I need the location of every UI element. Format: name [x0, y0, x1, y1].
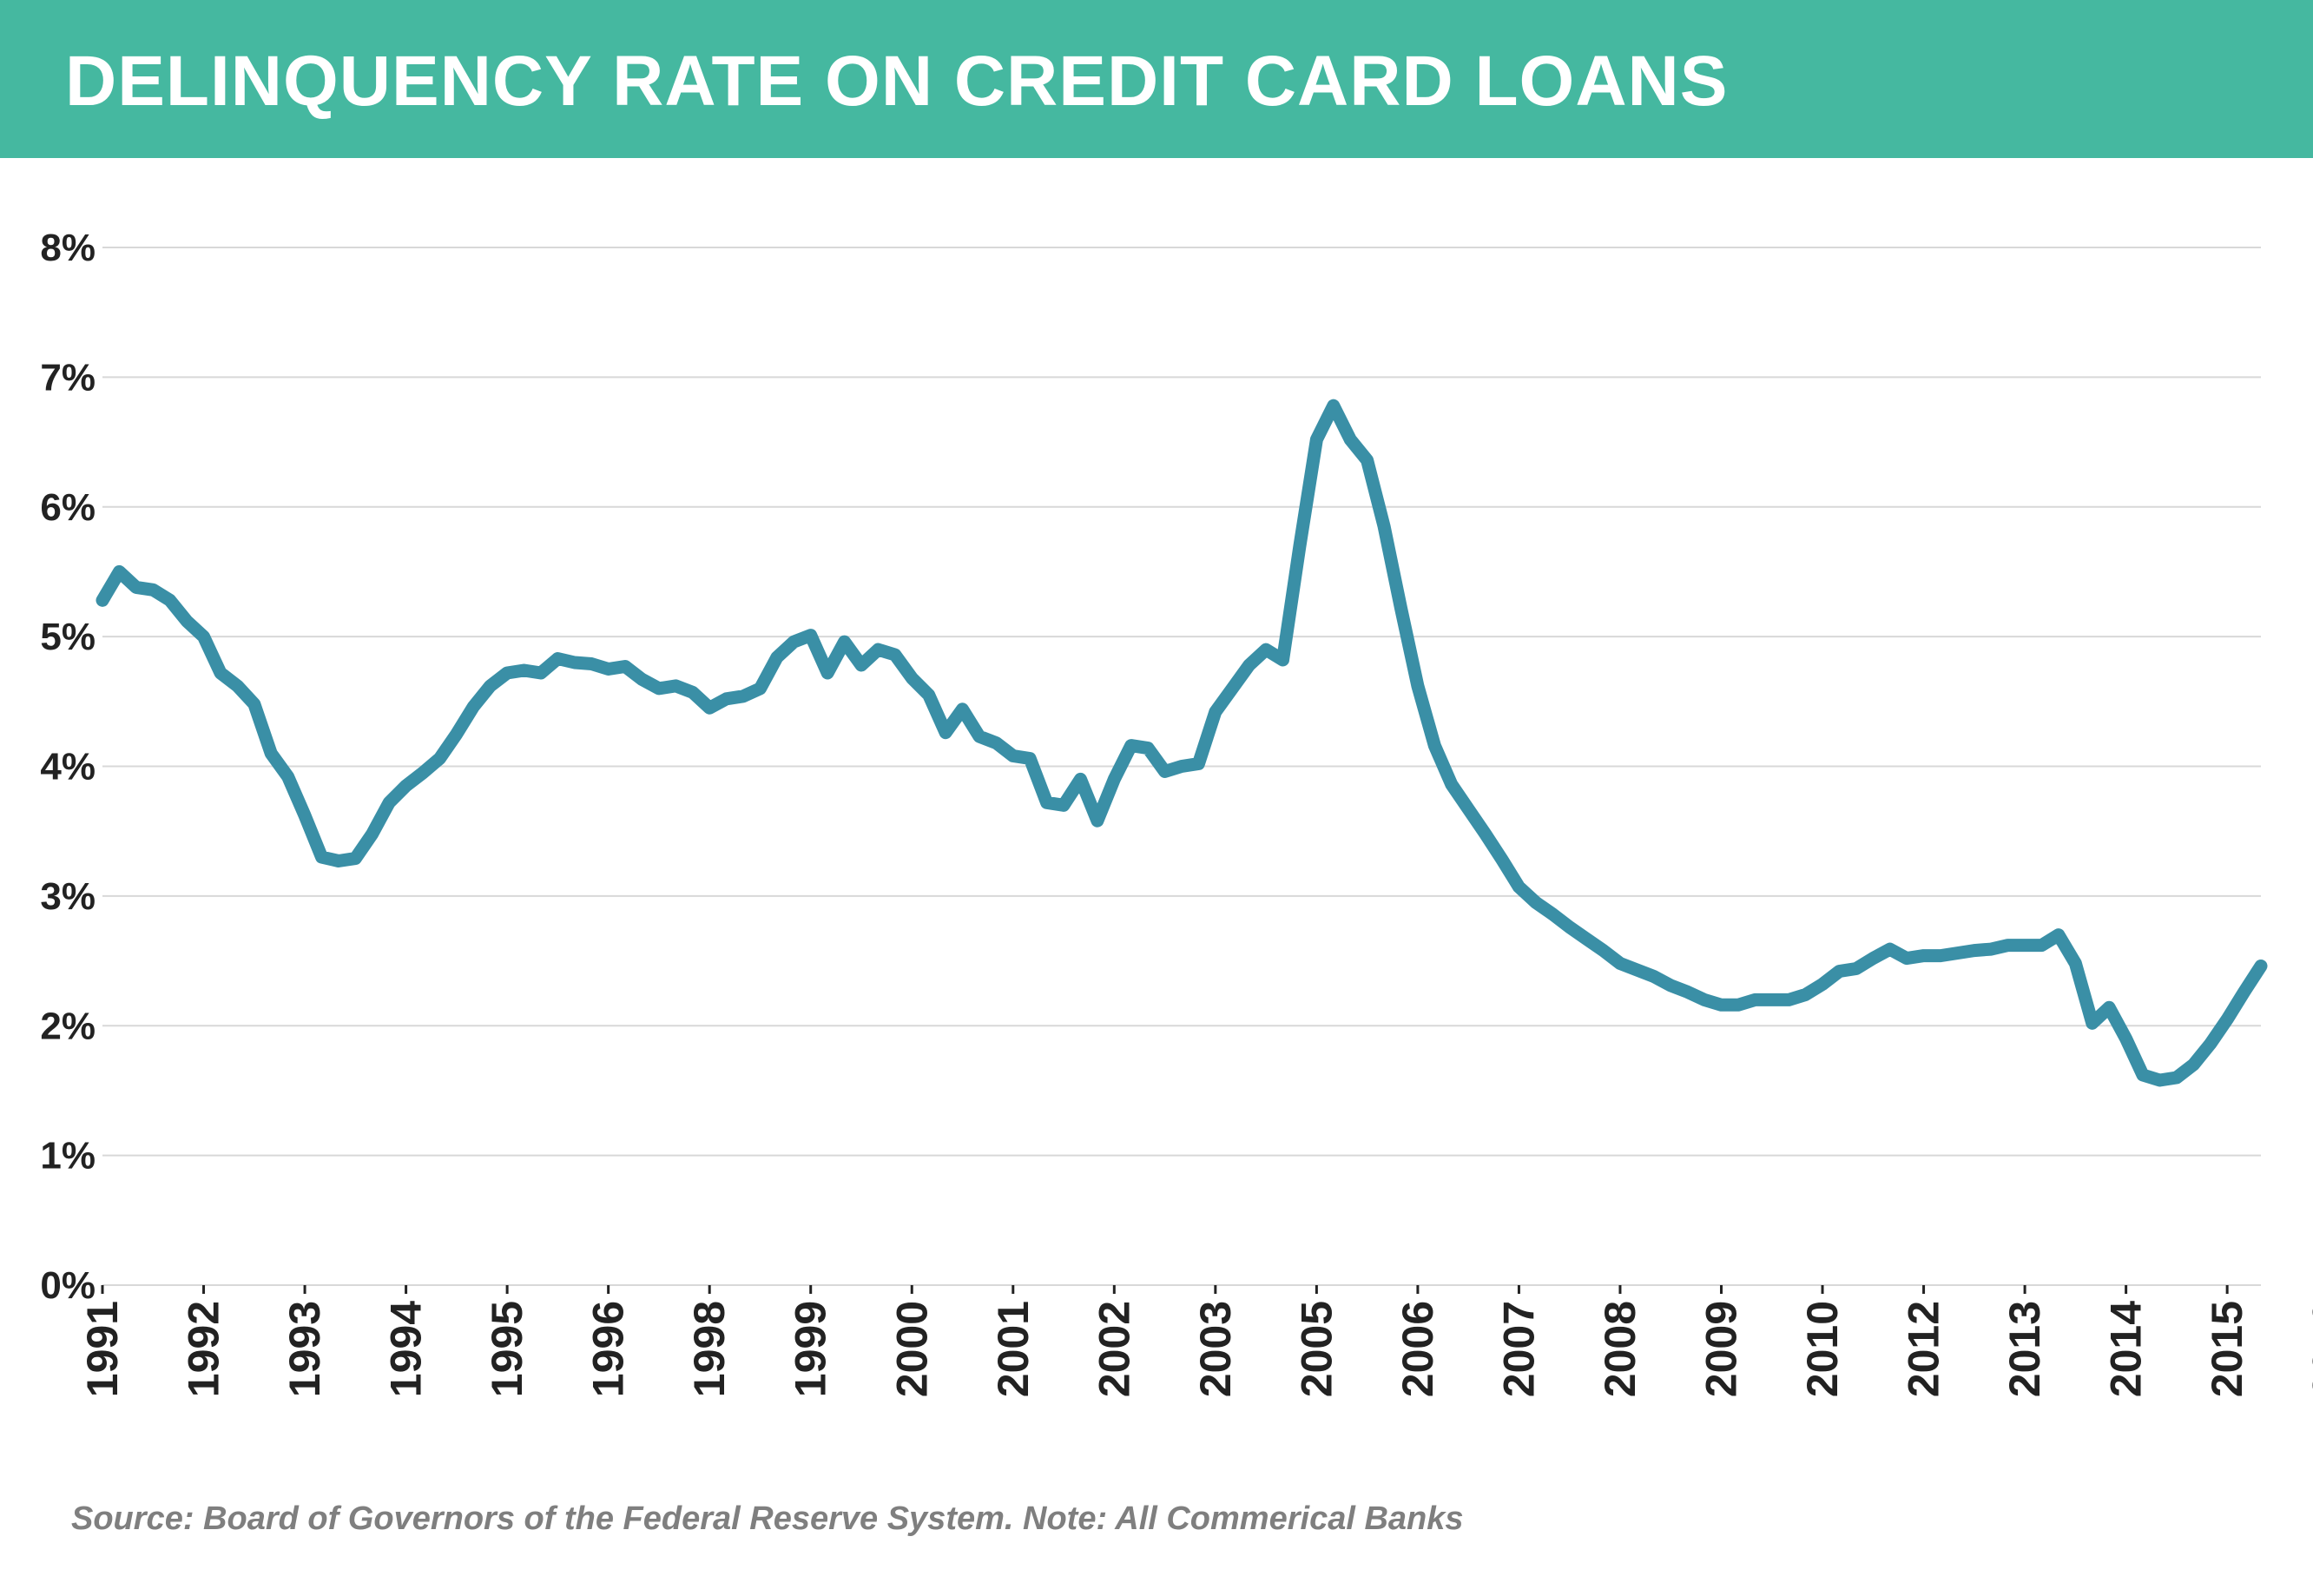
x-tick-label: 2002	[1090, 1301, 1138, 1397]
y-tick-label: 5%	[40, 616, 96, 658]
y-axis-ticks: 0% 1% 2% 3% 4% 5% 6% 7% 8%	[40, 227, 96, 1307]
x-tick-label: 1995	[483, 1301, 531, 1397]
x-tick-label: 1999	[787, 1301, 835, 1397]
x-tick-label: 2012	[1900, 1301, 1948, 1397]
x-tick-label: 2001	[989, 1301, 1038, 1397]
x-tick-label: 2009	[1697, 1301, 1746, 1397]
y-tick-label: 4%	[40, 746, 96, 788]
x-tick-label: 2013	[2000, 1301, 2049, 1397]
x-tick-label: 2003	[1191, 1301, 1240, 1397]
x-tick-label: 2000	[887, 1301, 936, 1397]
x-tick-label: 1994	[382, 1301, 431, 1397]
x-tick-label: 2007	[1494, 1301, 1543, 1397]
x-tick-label: 2005	[1292, 1301, 1341, 1397]
line-chart: 0%1%2%3%4%5%6%7%8% 1991 1992 1993 1994 1995 1…	[40, 227, 2313, 1397]
x-tick-label: 2016	[2304, 1301, 2313, 1397]
y-tick-label: 8%	[40, 227, 96, 269]
x-tick-label: 2014	[2102, 1301, 2151, 1397]
y-tick-label: 7%	[40, 356, 96, 399]
delinquency-rate-line	[96, 399, 2268, 1087]
title-banner: DELINQUENCY RATE ON CREDIT CARD LOANS	[0, 0, 2313, 158]
x-tick-label: 2008	[1596, 1301, 1644, 1397]
x-tick-label: 2010	[1798, 1301, 1847, 1397]
x-tick-label: 1998	[685, 1301, 734, 1397]
y-tick-label: 0%	[40, 1264, 96, 1307]
x-tick-label: 1996	[584, 1301, 633, 1397]
x-tick-label: 1993	[280, 1301, 329, 1397]
source-note: Source: Board of Governors of the Federa…	[71, 1500, 1464, 1537]
chart-title: DELINQUENCY RATE ON CREDIT CARD LOANS	[65, 42, 1729, 121]
x-tick-label: 1991	[78, 1301, 127, 1397]
x-tick-label: 2006	[1394, 1301, 1442, 1397]
y-tick-label: 3%	[40, 875, 96, 918]
x-tick-label: 2015	[2203, 1301, 2251, 1397]
x-axis-ticks: 1991 1992 1993 1994 1995 1996 1998 1999 2000 2001…	[78, 1285, 2313, 1397]
series	[96, 399, 2268, 1087]
y-tick-label: 2%	[40, 1005, 96, 1047]
y-tick-label: 1%	[40, 1135, 96, 1177]
x-tick-label: 1992	[180, 1301, 228, 1397]
y-tick-label: 6%	[40, 486, 96, 529]
